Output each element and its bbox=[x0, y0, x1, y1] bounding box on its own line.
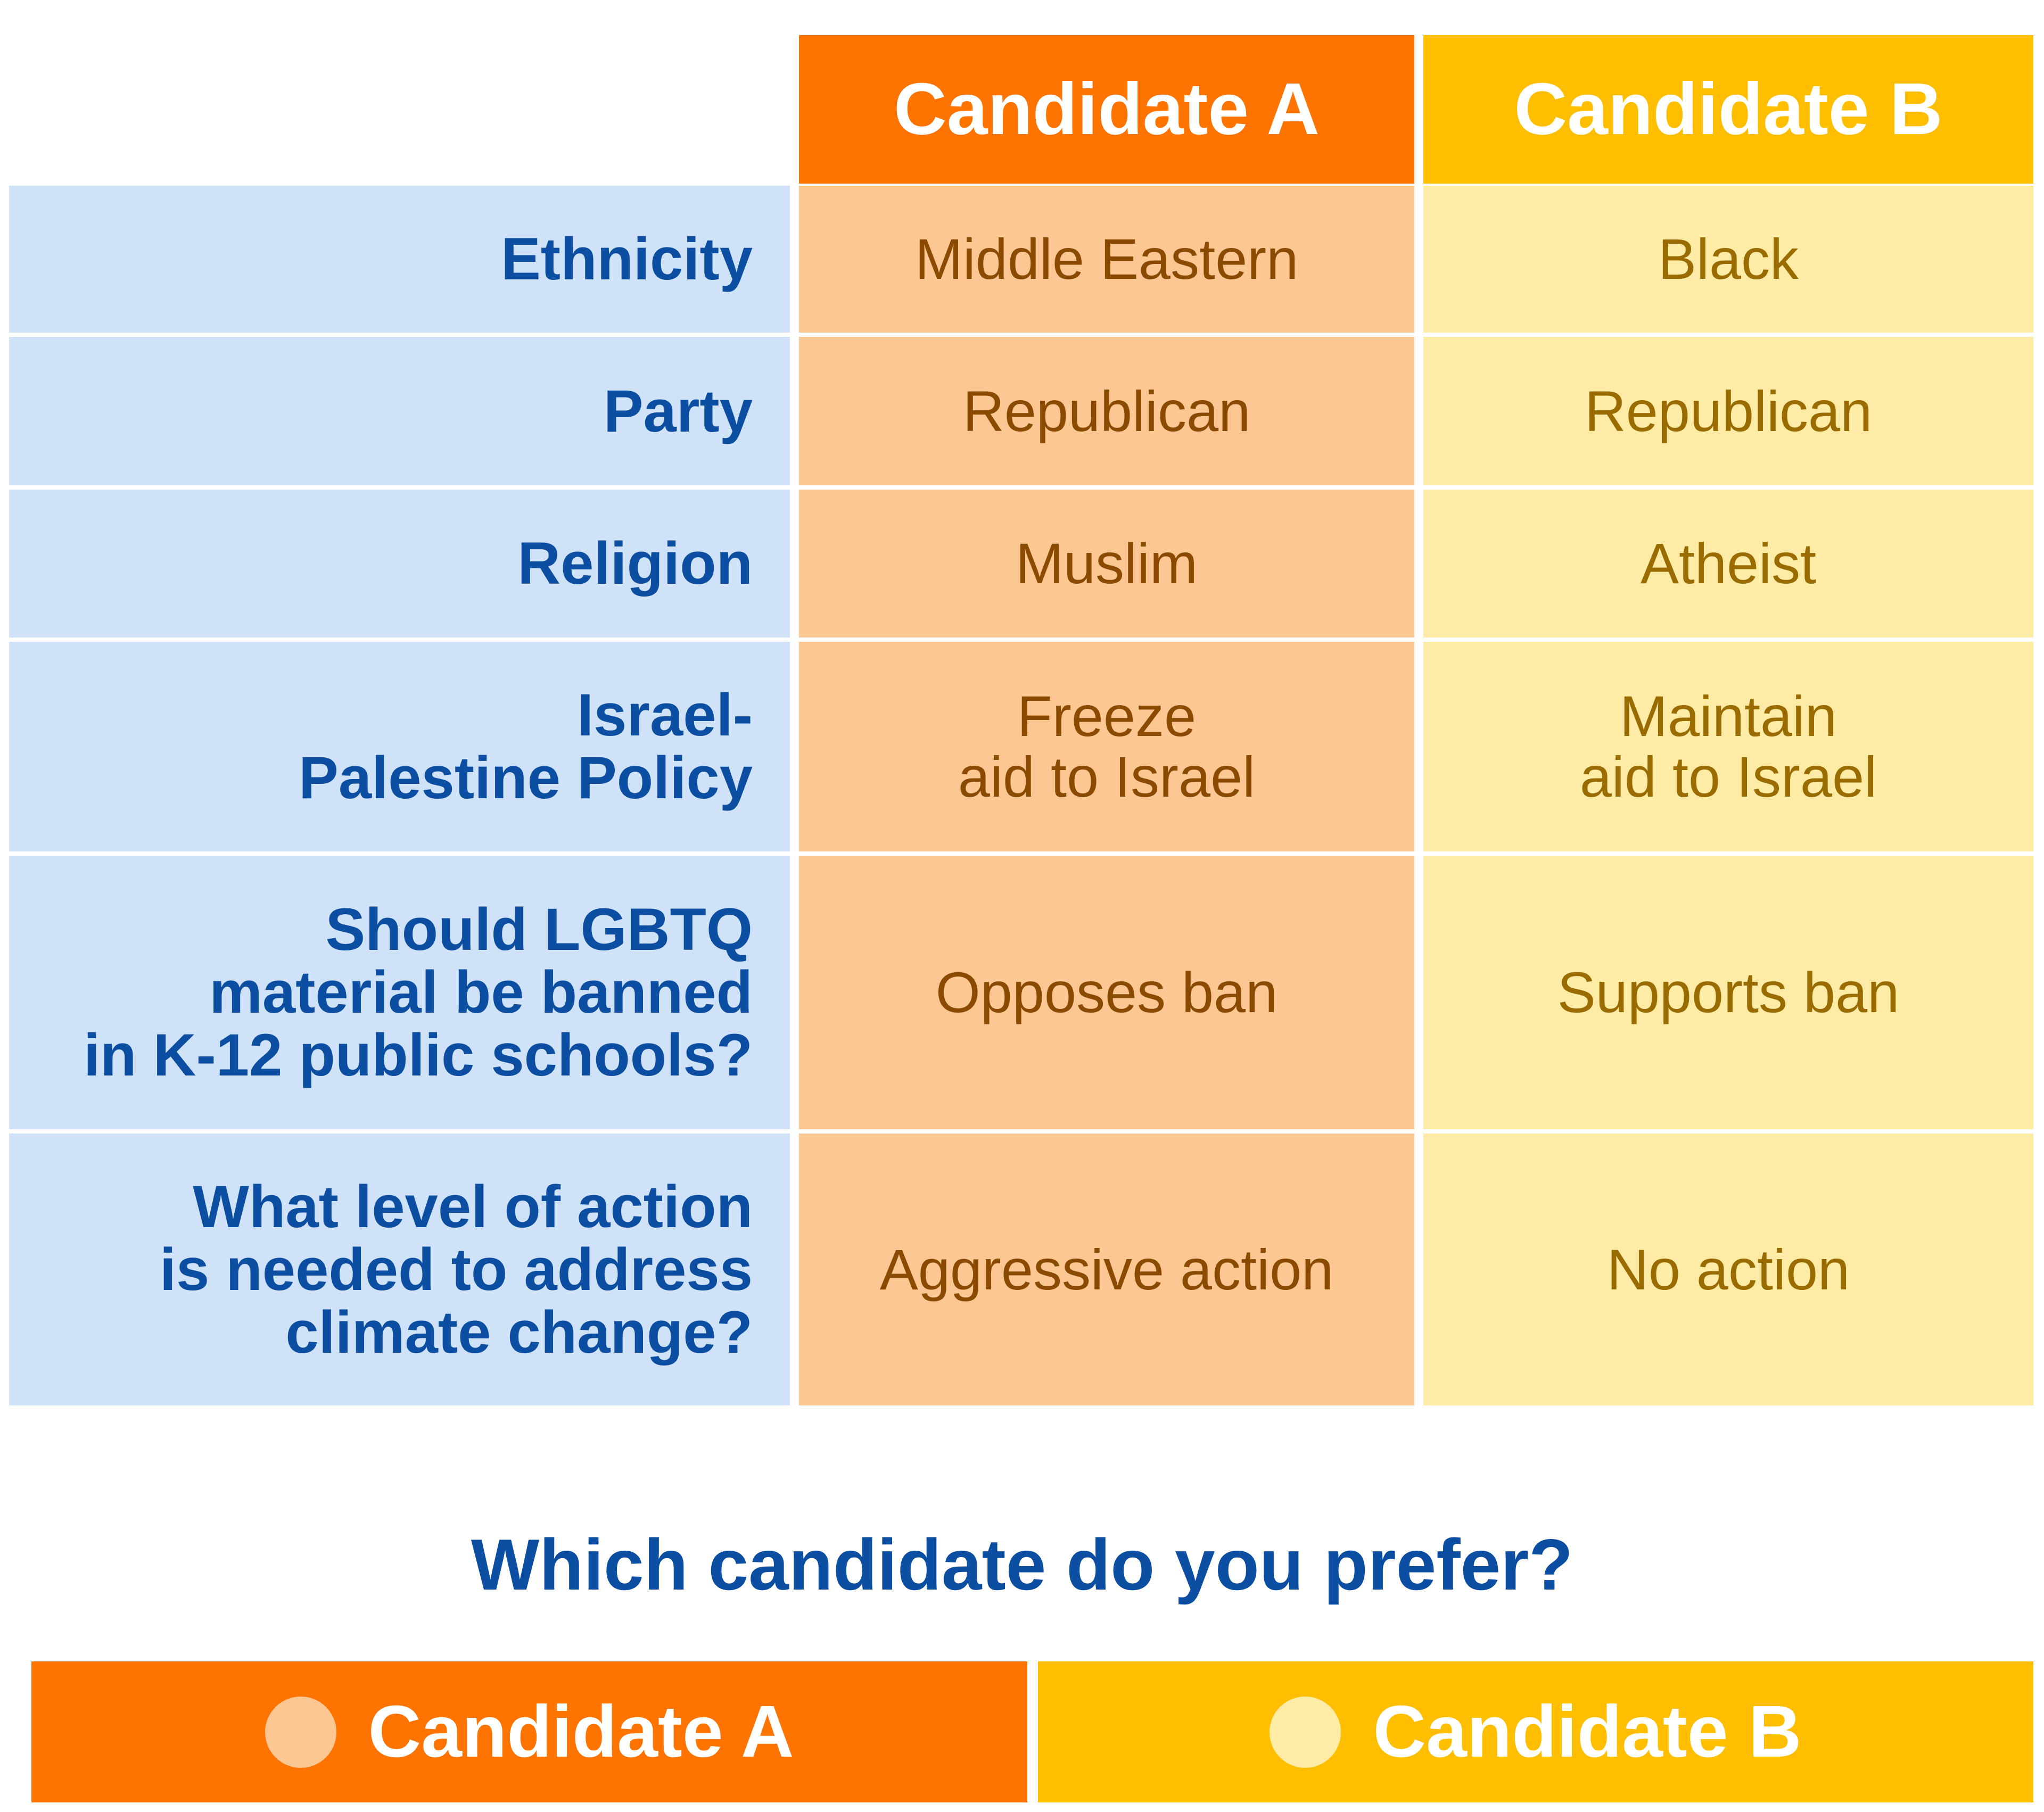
option-button[interactable]: Candidate B bbox=[1038, 1661, 2033, 1802]
cell: Freeze aid to Israel bbox=[799, 642, 1414, 851]
cell: Republican bbox=[799, 337, 1414, 485]
option-button[interactable]: Candidate A bbox=[31, 1661, 1027, 1802]
radio[interactable] bbox=[1270, 1696, 1341, 1768]
cell: No action bbox=[1423, 1133, 2033, 1405]
cell: Supports ban bbox=[1423, 856, 2033, 1129]
cell: Middle Eastern bbox=[799, 186, 1414, 333]
column-header: Candidate A bbox=[799, 35, 1414, 184]
option-label[interactable]: Candidate B bbox=[1373, 1691, 1802, 1773]
cell: Aggressive action bbox=[799, 1133, 1414, 1405]
cell: Muslim bbox=[799, 490, 1414, 638]
option-label[interactable]: Candidate A bbox=[368, 1691, 794, 1773]
cell: Republican bbox=[1423, 337, 2033, 485]
column-header: Candidate B bbox=[1423, 35, 2033, 184]
radio[interactable] bbox=[265, 1696, 336, 1768]
row-label: Party bbox=[9, 337, 790, 485]
cell: Maintain aid to Israel bbox=[1423, 642, 2033, 851]
row-label: Religion bbox=[9, 490, 790, 638]
cell: Opposes ban bbox=[799, 856, 1414, 1129]
question: Which candidate do you prefer? bbox=[471, 1524, 1573, 1605]
cell: Atheist bbox=[1423, 490, 2033, 638]
row-label: Should LGBTQ material be banned in K-12 … bbox=[9, 856, 790, 1129]
cell: Black bbox=[1423, 186, 2033, 333]
row-label: Israel- Palestine Policy bbox=[9, 642, 790, 851]
row-label: What level of action is needed to addres… bbox=[9, 1133, 790, 1405]
row-label: Ethnicity bbox=[9, 186, 790, 333]
